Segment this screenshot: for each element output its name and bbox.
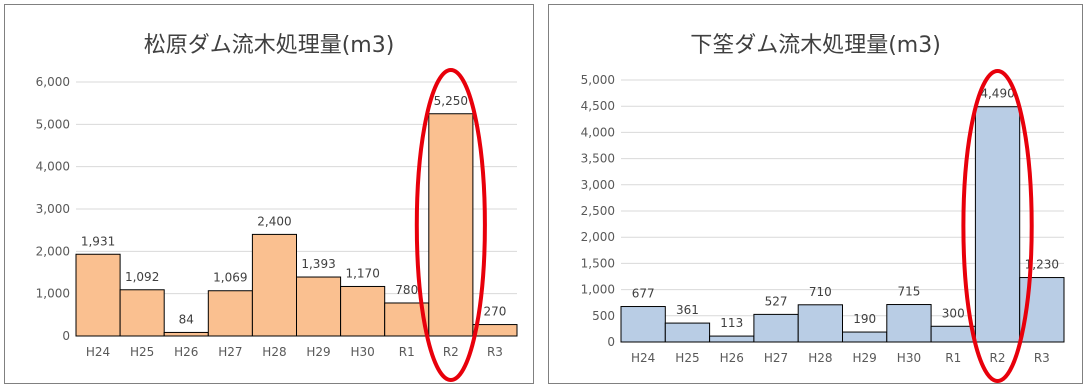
bar-R2: [974, 106, 1021, 343]
data-label: 1,170: [345, 266, 379, 280]
data-label: 5,250: [434, 94, 468, 108]
bar-R3: [472, 324, 518, 337]
y-tick-label: 6,000: [36, 75, 70, 89]
x-tick-label: H28: [808, 351, 832, 365]
y-tick-label: 0: [607, 335, 615, 349]
x-tick-label: R1: [399, 345, 415, 359]
chart-title: 下筌ダム流木処理量(m3): [690, 33, 941, 58]
x-tick-label: H30: [351, 345, 375, 359]
bar-H25: [119, 289, 165, 337]
data-label: 1,069: [213, 271, 247, 285]
data-label: 1,393: [301, 257, 335, 271]
x-tick-label: H26: [720, 351, 744, 365]
data-label: 527: [765, 294, 788, 308]
bar-H30: [886, 304, 932, 343]
bar-H26: [709, 335, 755, 343]
x-tick-label: H27: [764, 351, 788, 365]
data-label: 113: [720, 316, 743, 330]
bar-R1: [930, 325, 976, 343]
bar-H27: [207, 290, 253, 337]
y-tick-label: 2,000: [581, 230, 615, 244]
data-label: 190: [853, 312, 876, 326]
y-tick-label: 3,000: [581, 178, 615, 192]
chart-panel-matsubara: 松原ダム流木処理量(m3) 0 1,000 2,000 3,000 4,000 5,000…: [4, 4, 534, 384]
x-tick-label: R1: [945, 351, 961, 365]
data-label: 710: [809, 285, 832, 299]
x-tick-label: H24: [631, 351, 655, 365]
bar-H28: [251, 233, 297, 337]
y-tick-label: 4,500: [581, 99, 615, 113]
bar-H29: [842, 331, 888, 343]
y-tick-label: 4,000: [581, 125, 615, 139]
bar-chart-shimouke: 0 500 1,000 1,500 2,000 2,500 3,000 3,500 4,000 4…: [581, 69, 1065, 383]
bar-H24: [620, 306, 666, 343]
x-tick-label: R3: [487, 345, 503, 359]
y-tick-label: 3,000: [36, 202, 70, 216]
y-tick-label: 5,000: [581, 73, 615, 87]
data-label: 361: [676, 303, 699, 317]
bar-H27: [753, 313, 799, 343]
data-label: 1,092: [125, 270, 159, 284]
highlight-ellipse: [414, 68, 487, 382]
bar-H26: [163, 331, 209, 337]
data-label: 1,931: [81, 234, 115, 248]
y-tick-label: 500: [592, 309, 615, 323]
data-label: 4,490: [980, 87, 1014, 101]
y-tick-label: 2,000: [36, 244, 70, 258]
x-tick-label: H25: [675, 351, 699, 365]
data-label: 1,230: [1025, 258, 1059, 272]
bar-H30: [340, 285, 386, 337]
y-tick-label: 1,000: [36, 287, 70, 301]
data-label: 84: [179, 312, 194, 326]
y-tick-label: 4,000: [36, 160, 70, 174]
x-tick-label: H30: [897, 351, 921, 365]
y-tick-label: 5,000: [36, 117, 70, 131]
y-tick-label: 0: [62, 329, 70, 343]
x-tick-label: H27: [218, 345, 242, 359]
x-tick-label: H25: [130, 345, 154, 359]
bar-H28: [797, 304, 843, 343]
highlight-ellipse: [961, 69, 1034, 383]
y-tick-label: 2,500: [581, 204, 615, 218]
chart-title: 松原ダム流木処理量(m3): [143, 33, 395, 58]
data-label: 300: [942, 306, 965, 320]
data-label: 677: [632, 287, 655, 301]
x-tick-label: R3: [1034, 351, 1050, 365]
data-label: 270: [483, 305, 506, 319]
x-tick-label: H26: [174, 345, 198, 359]
data-label: 715: [897, 285, 920, 299]
data-label: 780: [395, 283, 418, 297]
x-tick-label: R2: [443, 345, 459, 359]
x-tick-label: H29: [306, 345, 330, 359]
bar-R2: [428, 113, 474, 337]
x-tick-label: H29: [853, 351, 877, 365]
y-tick-label: 1,000: [581, 283, 615, 297]
x-tick-label: R2: [990, 351, 1006, 365]
chart-panel-shimouke: 下筌ダム流木処理量(m3) 0 500 1,000 1,500 2,000 2,500 3,…: [548, 4, 1083, 384]
y-tick-label: 1,500: [581, 256, 615, 270]
x-tick-label: H28: [262, 345, 286, 359]
bar-H24: [75, 253, 121, 337]
bar-H25: [664, 322, 711, 343]
bar-chart-matsubara: 0 1,000 2,000 3,000 4,000 5,000 6,000 1,931 H24 1…: [36, 68, 518, 382]
y-tick-label: 3,500: [581, 152, 615, 166]
data-label: 2,400: [257, 214, 291, 228]
x-tick-label: H24: [86, 345, 110, 359]
bar-H29: [296, 276, 342, 337]
